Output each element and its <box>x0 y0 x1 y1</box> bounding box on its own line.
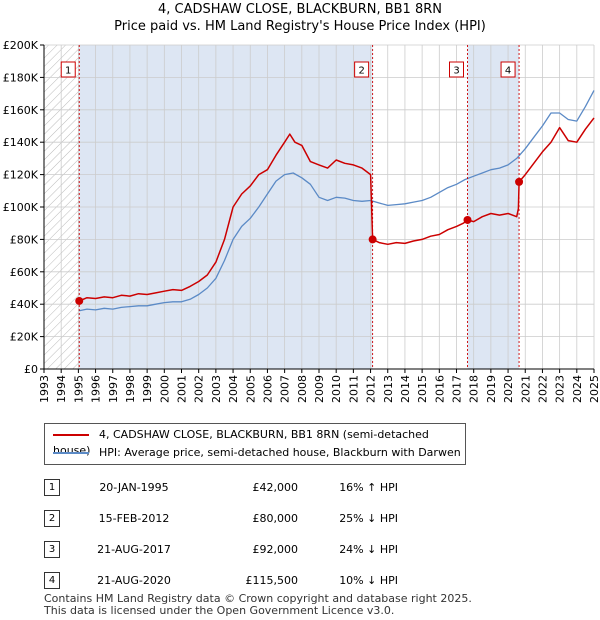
sale-point <box>368 235 377 244</box>
x-tick-label: 1998 <box>124 375 137 403</box>
sale-marker-label: 2 <box>358 66 364 77</box>
sale-price: £42,000 <box>252 481 299 494</box>
footer-copyright: Contains HM Land Registry data © Crown c… <box>44 592 472 605</box>
y-tick-label: £60K <box>10 266 39 279</box>
x-tick-label: 2016 <box>433 375 446 403</box>
sale-marker-box <box>449 61 464 78</box>
x-tick-label: 2019 <box>485 375 498 403</box>
x-tick-label: 1999 <box>141 375 154 403</box>
sale-date: 15-FEB-2012 <box>98 512 170 525</box>
sale-hpi-diff: 10% ↓ HPI <box>339 574 398 587</box>
table-row: 4 21-AUG-2020 £115,500 10% ↓ HPI <box>44 565 398 596</box>
chart-subtitle: Price paid vs. HM Land Registry's House … <box>114 19 486 34</box>
sale-number-badge: 1 <box>44 479 60 496</box>
sale-marker-box <box>500 61 516 78</box>
sale-price: £92,000 <box>252 543 299 556</box>
x-tick-label: 2017 <box>451 375 464 403</box>
x-tick-label: 1994 <box>55 375 68 403</box>
sale-number-badge: 3 <box>44 541 60 558</box>
sale-date: 20-JAN-1995 <box>99 481 169 494</box>
x-tick-label: 2010 <box>330 375 343 403</box>
x-tick-label: 2018 <box>468 375 481 403</box>
x-tick-label: 2011 <box>347 375 360 403</box>
x-tick-label: 1996 <box>90 375 103 403</box>
x-tick-label: 2013 <box>382 375 395 403</box>
legend-swatch-hpi <box>53 452 89 454</box>
x-tick-label: 2006 <box>261 375 274 403</box>
y-tick-label: £20K <box>10 331 39 344</box>
sale-marker-box <box>354 61 370 78</box>
y-tick-label: £200K <box>3 39 39 52</box>
x-tick-label: 2005 <box>244 375 257 403</box>
x-tick-label: 2004 <box>227 375 240 403</box>
x-tick-label: 2014 <box>399 375 412 403</box>
sales-table: 1 20-JAN-1995 £42,000 16% ↑ HPI 2 15-FEB… <box>44 472 398 596</box>
sale-marker-label: 1 <box>65 66 71 77</box>
sale-hpi-diff: 25% ↓ HPI <box>339 512 398 525</box>
x-tick-label: 2015 <box>416 375 429 403</box>
x-tick-label: 2008 <box>296 375 309 403</box>
table-row: 1 20-JAN-1995 £42,000 16% ↑ HPI <box>44 472 398 503</box>
sale-marker-label: 4 <box>505 66 511 77</box>
x-tick-label: 2021 <box>519 375 532 403</box>
x-tick-label: 2024 <box>571 375 584 403</box>
x-tick-label: 2023 <box>554 375 567 403</box>
sale-number-badge: 2 <box>44 510 60 527</box>
x-tick-label: 2003 <box>210 375 223 403</box>
footer-licence: This data is licensed under the Open Gov… <box>44 604 395 617</box>
table-row: 3 21-AUG-2017 £92,000 24% ↓ HPI <box>44 534 398 565</box>
sale-hpi-diff: 16% ↑ HPI <box>339 481 398 494</box>
sale-price: £80,000 <box>252 512 299 525</box>
x-tick-label: 1997 <box>107 375 120 403</box>
sale-point <box>75 296 84 305</box>
x-tick-label: 2000 <box>158 375 171 403</box>
price-chart: 1 2 3 4 £0 £20K £40K £60K £80K £100K £120K £140K £1… <box>3 39 600 403</box>
sale-marker-box <box>60 61 76 78</box>
x-tick-label: 2001 <box>176 375 189 403</box>
y-tick-label: £180K <box>3 71 39 84</box>
y-tick-label: £80K <box>10 233 39 246</box>
sale-date: 21-AUG-2017 <box>97 543 171 556</box>
table-row: 2 15-FEB-2012 £80,000 25% ↓ HPI <box>44 503 398 534</box>
chart-title: 4, CADSHAW CLOSE, BLACKBURN, BB1 8RN <box>158 2 442 17</box>
x-tick-label: 2012 <box>365 375 378 403</box>
sale-series-line <box>78 117 595 302</box>
sale-point <box>515 177 524 186</box>
y-tick-label: £120K <box>3 169 39 182</box>
x-tick-label: 2020 <box>502 375 515 403</box>
legend-entry-sale: 4, CADSHAW CLOSE, BLACKBURN, BB1 8RN (se… <box>53 427 465 457</box>
x-tick-label: 2025 <box>588 375 600 403</box>
x-tick-label: 1995 <box>72 375 85 403</box>
y-tick-label: £140K <box>3 136 39 149</box>
sale-price: £115,500 <box>245 574 299 587</box>
hpi-series-line <box>79 90 595 312</box>
legend-label-hpi: HPI: Average price, semi-detached house,… <box>99 446 461 459</box>
sale-date: 21-AUG-2020 <box>97 574 171 587</box>
x-tick-label: 2007 <box>279 375 292 403</box>
y-tick-label: £0 <box>24 363 38 376</box>
x-tick-label: 2002 <box>193 375 206 403</box>
sale-marker-label: 3 <box>453 66 459 77</box>
chart-legend: 4, CADSHAW CLOSE, BLACKBURN, BB1 8RN (se… <box>44 423 466 465</box>
legend-entry-hpi: HPI: Average price, semi-detached house,… <box>53 445 461 461</box>
y-tick-label: £100K <box>3 201 39 214</box>
x-tick-label: 2022 <box>536 375 549 403</box>
sale-point <box>463 215 472 224</box>
y-tick-label: £40K <box>10 298 39 311</box>
legend-swatch-sale <box>53 434 89 436</box>
x-tick-label: 2009 <box>313 375 326 403</box>
y-tick-label: £160K <box>3 104 39 117</box>
sale-hpi-diff: 24% ↓ HPI <box>339 543 398 556</box>
sale-number-badge: 4 <box>44 572 60 589</box>
x-tick-label: 1993 <box>38 375 51 403</box>
